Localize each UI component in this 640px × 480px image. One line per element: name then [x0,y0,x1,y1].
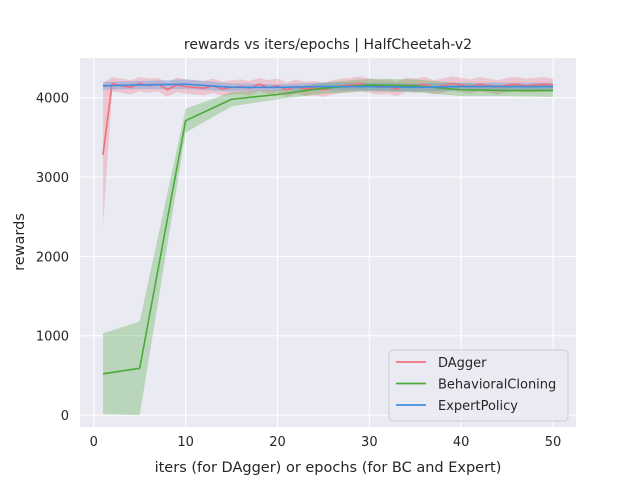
y-tick-label: 1000 [36,330,69,345]
y-axis-label: rewards [12,213,28,271]
series-line-expertpolicy [102,83,554,89]
legend: DAgger BehavioralCloning ExpertPolicy [388,349,569,422]
x-tick-label: 10 [177,435,194,450]
series-line-behavioralcloning [102,84,554,375]
x-tick-label: 0 [90,435,98,450]
legend-label-dagger: DAgger [438,356,487,371]
legend-label-expertpolicy: ExpertPolicy [438,399,518,414]
y-tick-label: 3000 [36,171,69,186]
legend-box [388,349,569,422]
y-tick-label: 0 [61,409,69,424]
x-axis-label: iters (for DAgger) or epochs (for BC and… [155,460,502,476]
x-tick-label: 20 [269,435,286,450]
x-tick-label: 40 [453,435,470,450]
y-tick-label: 4000 [36,92,69,107]
series-lines [102,82,554,375]
legend-label-behavioralcloning: BehavioralCloning [438,378,556,393]
y-tick-labels: 0 1000 2000 3000 4000 [36,92,69,424]
x-tick-label: 30 [361,435,378,450]
x-tick-label: 50 [545,435,562,450]
y-tick-label: 2000 [36,250,69,265]
x-tick-labels: 0 10 20 30 40 50 [90,435,562,450]
chart-title: rewards vs iters/epochs | HalfCheetah-v2 [184,37,472,53]
